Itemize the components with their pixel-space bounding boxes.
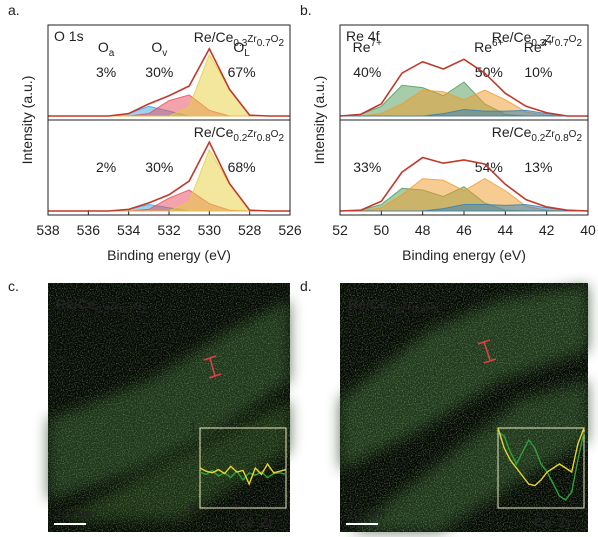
x-tick-label: 50 (374, 222, 390, 238)
x-tick-label: 52 (332, 222, 348, 238)
sample-name: Re/Ce0.3Zr0.7O2 (194, 29, 285, 49)
component-area (48, 190, 290, 211)
legend-entry: Ce (236, 514, 254, 530)
component-name: Oa (98, 39, 115, 59)
micrograph-d (340, 283, 588, 532)
component-share: 13% (524, 159, 552, 175)
component-share: 40% (353, 64, 381, 80)
x-tick-label: 40 (580, 222, 596, 238)
legend-entry: Ce (534, 514, 552, 530)
x-tick-label: 44 (498, 222, 514, 238)
component-share: 30% (145, 159, 173, 175)
inset-tick-label: 1 (487, 419, 495, 435)
panel-label: d. (300, 278, 312, 294)
x-tick-label: 538 (36, 222, 60, 238)
x-tick-label: 48 (415, 222, 431, 238)
figure: a. 538 536 534 532 530 528 526 Binding energy (e… (0, 0, 598, 537)
x-tick-label: 526 (278, 222, 302, 238)
sample-name: Re/Ce0.3Zr0.7O2 (492, 29, 583, 49)
component-share: 67% (228, 64, 256, 80)
scale-bar-label: 20 nm (346, 506, 385, 522)
x-tick-label: 528 (238, 222, 262, 238)
y-axis-label: Intensity (a.u.) (311, 76, 327, 165)
x-tick-label: 534 (117, 222, 141, 238)
component-area (48, 95, 290, 116)
x-tick-label: 532 (157, 222, 181, 238)
panel-title: O 1s (54, 28, 84, 44)
component-name: Ov (151, 39, 167, 59)
y-axis-label: Intensity (a.u.) (19, 76, 35, 165)
x-axis-label: Binding energy (eV) (107, 247, 231, 263)
sample-name: Re/Ce0.2Zr0.8O2 (194, 124, 285, 144)
component-share: 68% (228, 159, 256, 175)
panel-title: Re 4f (346, 28, 380, 44)
inset-tick-label: 0 (189, 499, 197, 515)
scale-bar-label: 20 nm (54, 506, 93, 522)
legend-entry: Zr (558, 514, 573, 530)
x-tick-label: 42 (539, 222, 555, 238)
x-tick-label: 536 (77, 222, 101, 238)
micrograph-c (48, 283, 290, 532)
x-axis-label: Binding energy (eV) (402, 247, 526, 263)
panel-label: b. (300, 2, 312, 18)
legend-entry: Zr (260, 514, 275, 530)
sample-name: Re/Ce0.2Zr0.8O2 (492, 124, 583, 144)
panel-label: c. (8, 278, 19, 294)
x-tick-label: 46 (456, 222, 472, 238)
inset-tick-label: 1 (189, 419, 197, 435)
component-share: 33% (353, 159, 381, 175)
panel-label: a. (8, 2, 20, 18)
component-share: 2% (96, 159, 116, 175)
inset-tick-label: 0 (487, 499, 495, 515)
component-share: 30% (145, 64, 173, 80)
component-share: 3% (96, 64, 116, 80)
component-share: 10% (524, 64, 552, 80)
x-tick-label: 530 (198, 222, 222, 238)
